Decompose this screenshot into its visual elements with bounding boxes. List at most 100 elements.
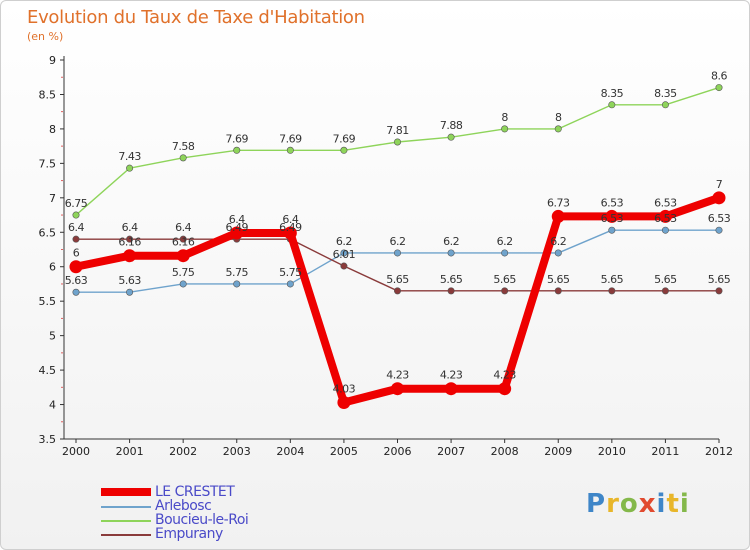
data-point-le-crestet xyxy=(176,249,190,263)
data-label-boucieu-le-roi: 8.35 xyxy=(654,87,677,100)
x-tick-label: 2001 xyxy=(116,445,144,458)
data-point-le-crestet xyxy=(498,382,512,396)
data-label-arlebosc: 6.2 xyxy=(497,235,513,248)
legend-swatch-boucieu-le-roi xyxy=(101,520,151,522)
x-tick-label: 2004 xyxy=(276,445,304,458)
data-label-boucieu-le-roi: 8 xyxy=(501,111,508,124)
data-point-empurany xyxy=(501,287,509,295)
data-point-arlebosc xyxy=(233,280,241,288)
data-label-empurany: 6.4 xyxy=(68,221,84,234)
y-tick-label: 9 xyxy=(49,54,56,67)
data-label-le-crestet: 4.03 xyxy=(333,382,356,395)
x-tick-label: 2007 xyxy=(437,445,465,458)
data-label-boucieu-le-roi: 7.81 xyxy=(386,124,409,137)
data-label-empurany: 5.65 xyxy=(708,273,731,286)
data-point-arlebosc xyxy=(715,226,723,234)
x-tick-label: 2010 xyxy=(598,445,626,458)
data-label-empurany: 5.65 xyxy=(654,273,677,286)
data-point-boucieu-le-roi xyxy=(501,125,509,133)
data-point-empurany xyxy=(447,287,455,295)
data-point-empurany xyxy=(179,235,187,243)
data-point-arlebosc xyxy=(286,280,294,288)
data-point-boucieu-le-roi xyxy=(447,133,455,141)
data-label-boucieu-le-roi: 8 xyxy=(555,111,562,124)
series-labels: 6.75 7.43 7.58 7.69 7.69 7.69 7.81 7.88 8 8 8.35 8.… xyxy=(65,70,731,396)
data-point-arlebosc xyxy=(72,288,80,296)
data-point-empurany xyxy=(340,262,348,270)
data-point-arlebosc xyxy=(126,288,134,296)
y-tick-label: 4.5 xyxy=(39,364,57,377)
data-label-arlebosc: 5.75 xyxy=(172,266,195,279)
x-tick-label: 2005 xyxy=(330,445,358,458)
data-point-empurany xyxy=(715,287,723,295)
data-point-arlebosc xyxy=(340,249,348,257)
y-tick-label: 7.5 xyxy=(39,157,57,170)
data-label-empurany: 6.4 xyxy=(175,221,191,234)
data-point-boucieu-le-roi xyxy=(715,84,723,92)
data-label-le-crestet: 6 xyxy=(73,247,80,260)
data-point-le-crestet xyxy=(123,249,137,263)
data-label-boucieu-le-roi: 7.58 xyxy=(172,140,195,153)
x-tick-label: 2002 xyxy=(169,445,197,458)
data-point-le-crestet xyxy=(712,191,726,205)
data-point-le-crestet xyxy=(551,209,565,223)
data-point-boucieu-le-roi xyxy=(233,146,241,154)
data-label-le-crestet: 6.16 xyxy=(172,236,195,249)
y-tick-label: 5.5 xyxy=(39,295,57,308)
chart-title: Evolution du Taux de Taxe d'Habitation xyxy=(27,7,365,28)
y-tick-label: 6.5 xyxy=(39,226,57,239)
series-lines xyxy=(69,84,726,409)
data-label-boucieu-le-roi: 7.43 xyxy=(118,150,141,163)
data-point-le-crestet xyxy=(658,209,672,223)
y-tick-label: 7 xyxy=(49,192,56,205)
data-label-arlebosc: 5.63 xyxy=(65,274,88,287)
x-tick-label: 2012 xyxy=(705,445,733,458)
data-point-le-crestet xyxy=(444,382,458,396)
x-tick-label: 2006 xyxy=(384,445,412,458)
data-label-arlebosc: 5.75 xyxy=(226,266,249,279)
data-label-boucieu-le-roi: 7.88 xyxy=(440,119,463,132)
x-tick-label: 2009 xyxy=(544,445,572,458)
legend-swatch-le-crestet xyxy=(101,488,151,496)
y-tick-label: 5 xyxy=(49,330,56,343)
data-label-le-crestet: 6.4 xyxy=(282,213,298,226)
data-point-arlebosc xyxy=(608,226,616,234)
x-tick-label: 2003 xyxy=(223,445,251,458)
data-point-boucieu-le-roi xyxy=(72,211,80,219)
data-label-boucieu-le-roi: 6.75 xyxy=(65,197,88,210)
data-label-boucieu-le-roi: 7.69 xyxy=(279,132,302,145)
data-point-boucieu-le-roi xyxy=(126,164,134,172)
data-label-empurany: 5.65 xyxy=(493,273,516,286)
data-point-boucieu-le-roi xyxy=(661,101,669,109)
data-label-boucieu-le-roi: 7.69 xyxy=(226,132,249,145)
legend-swatch-empurany xyxy=(101,534,151,536)
data-label-le-crestet: 6.16 xyxy=(118,236,141,249)
x-tick-label: 2000 xyxy=(62,445,90,458)
data-label-empurany: 5.65 xyxy=(386,273,409,286)
data-label-empurany: 6.4 xyxy=(122,221,138,234)
legend-label: Empurany xyxy=(155,526,223,542)
x-tick-label: 2008 xyxy=(491,445,519,458)
data-label-arlebosc: 6.53 xyxy=(654,212,677,225)
data-label-le-crestet: 4.23 xyxy=(493,369,516,382)
data-point-le-crestet xyxy=(230,226,244,240)
data-point-le-crestet xyxy=(69,260,83,274)
data-label-arlebosc: 6.53 xyxy=(601,212,624,225)
data-point-empurany xyxy=(126,235,134,243)
data-label-le-crestet: 7 xyxy=(716,178,723,191)
y-tick-label: 6 xyxy=(49,261,56,274)
data-point-arlebosc xyxy=(447,249,455,257)
data-point-empurany xyxy=(661,287,669,295)
data-point-boucieu-le-roi xyxy=(179,154,187,162)
data-label-arlebosc: 6.2 xyxy=(550,235,566,248)
data-point-le-crestet xyxy=(337,395,351,409)
y-tick-label: 3.5 xyxy=(39,433,57,446)
data-label-le-crestet: 6.53 xyxy=(601,196,624,209)
data-point-empurany xyxy=(72,235,80,243)
x-tick-label: 2011 xyxy=(651,445,679,458)
data-label-empurany: 5.65 xyxy=(601,273,624,286)
legend-label: Boucieu-le-Roi xyxy=(155,512,249,528)
data-point-empurany xyxy=(393,287,401,295)
